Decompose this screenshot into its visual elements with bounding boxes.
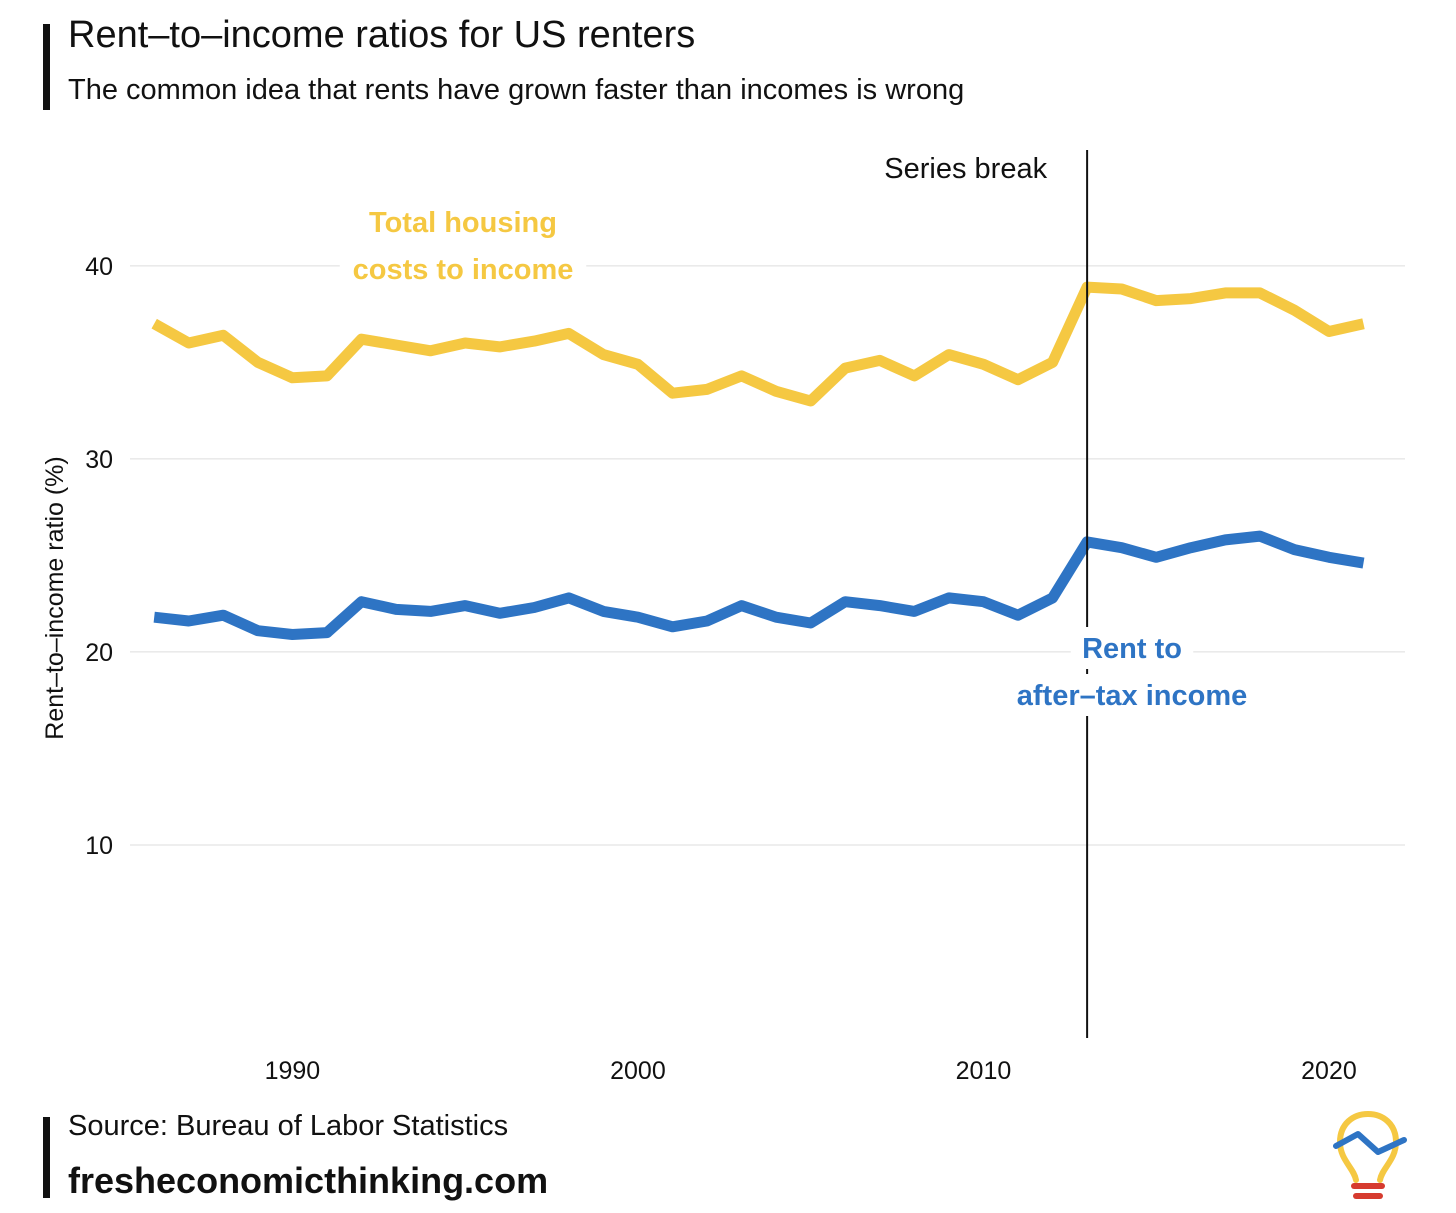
gridlines bbox=[130, 265, 1405, 846]
series-label-background bbox=[339, 248, 587, 290]
series-labels: Total housing costs to income Rent to after… bbox=[339, 201, 1263, 716]
x-tick-label: 2010 bbox=[956, 1057, 1012, 1085]
series-line-1 bbox=[153, 530, 1365, 640]
series-label-1: Rent to bbox=[1082, 633, 1182, 665]
series-label-1: after–tax income bbox=[1017, 680, 1248, 712]
x-tick-label: 1990 bbox=[265, 1057, 321, 1085]
series-label-0: costs to income bbox=[353, 254, 574, 286]
chart-subtitle: The common idea that rents have grown fa… bbox=[68, 74, 965, 106]
lightbulb-chart-icon bbox=[1333, 1110, 1407, 1199]
title-accent-bar bbox=[43, 24, 50, 110]
y-axis-ticks: 10 20 30 40 bbox=[85, 253, 113, 860]
bulb-outline bbox=[1336, 1110, 1400, 1183]
series-label-0: Total housing bbox=[369, 207, 557, 239]
x-axis-ticks: 1990 2000 2010 2020 bbox=[265, 1057, 1357, 1085]
y-axis-label: Rent–to–income ratio (%) bbox=[41, 456, 69, 739]
series-line-0 bbox=[151, 281, 1365, 407]
series-break-label: Series break bbox=[884, 153, 1047, 185]
y-tick-label: 20 bbox=[85, 639, 113, 667]
annotations: Series break bbox=[884, 150, 1089, 1038]
source-note: Source: Bureau of Labor Statistics bbox=[68, 1110, 509, 1142]
series-label-background bbox=[1001, 674, 1263, 716]
series-lines bbox=[151, 281, 1365, 640]
y-tick-label: 10 bbox=[85, 832, 113, 860]
footer-accent-bar bbox=[43, 1117, 50, 1198]
chart-title: Rent–to–income ratios for US renters bbox=[68, 14, 696, 56]
x-tick-label: 2000 bbox=[610, 1057, 666, 1085]
x-tick-label: 2020 bbox=[1301, 1057, 1357, 1085]
series-label-background bbox=[355, 201, 571, 243]
y-tick-label: 40 bbox=[85, 253, 113, 281]
bulb-trend-line bbox=[1333, 1131, 1407, 1155]
y-tick-label: 30 bbox=[85, 446, 113, 474]
series-label-background bbox=[1070, 627, 1194, 669]
site-name: fresheconomicthinking.com bbox=[68, 1160, 549, 1201]
